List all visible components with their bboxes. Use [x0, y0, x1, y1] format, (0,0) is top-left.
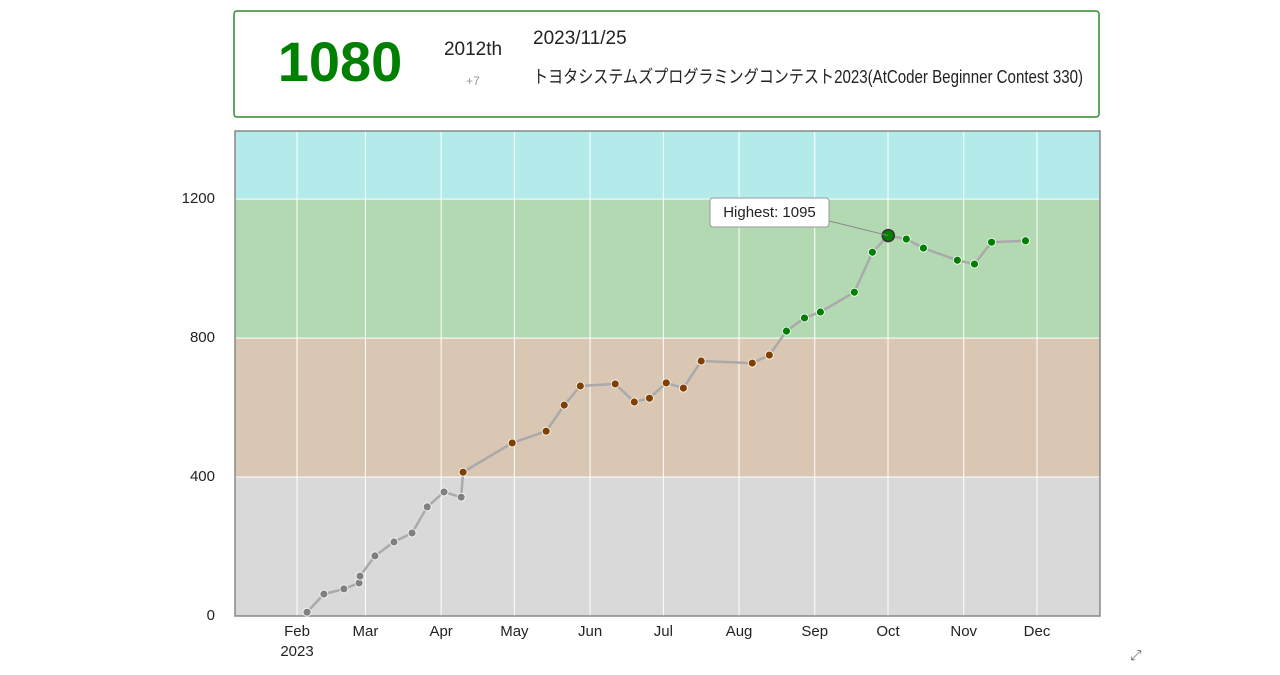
- annotation-text: Highest: 1095: [723, 204, 816, 221]
- annotation-box: [709, 197, 830, 228]
- rating-band: [235, 477, 1100, 616]
- rating-point: [952, 255, 962, 265]
- rating-point: [575, 381, 585, 391]
- rating-point: [764, 350, 774, 360]
- x-tick-label: Apr: [429, 623, 452, 640]
- rating-point: [919, 243, 928, 253]
- x-tick-label: Sep: [801, 623, 828, 640]
- x-tick-label: May: [500, 623, 529, 640]
- rating-point: [422, 502, 432, 512]
- expand-icon[interactable]: ⤢: [1130, 647, 1141, 663]
- rank: 2012th: [444, 39, 502, 60]
- rating-point: [559, 400, 569, 410]
- y-tick-label: 800: [190, 329, 215, 346]
- rating-point: [782, 326, 791, 336]
- rating-band: [235, 338, 1100, 478]
- rating-point: [389, 537, 399, 547]
- x-tick-label: Jul: [654, 623, 673, 640]
- x-tick-label: Jun: [578, 623, 602, 640]
- rating-point: [507, 438, 517, 448]
- rating-point: [302, 607, 312, 617]
- y-tick-label: 0: [207, 607, 215, 624]
- rank-change: +7: [466, 74, 480, 88]
- x-tick-label: Oct: [876, 623, 900, 640]
- rating-point: [696, 356, 706, 366]
- rating-point: [678, 383, 688, 393]
- rating-point: [355, 571, 365, 581]
- rating-point: [800, 313, 809, 323]
- x-tick-label: Dec: [1024, 623, 1051, 640]
- header-box: [233, 10, 1100, 118]
- y-tick-label: 1200: [182, 190, 215, 207]
- x-tick-label: Feb: [284, 623, 310, 640]
- rating-band: [235, 199, 1100, 339]
- x-tick-label: Aug: [726, 623, 753, 640]
- x-tick-label: Mar: [352, 623, 378, 640]
- rating-point: [661, 378, 671, 388]
- x-tick-label: Nov: [950, 623, 977, 640]
- rating-point: [541, 426, 551, 436]
- rating-point: [645, 393, 654, 403]
- rating-point: [815, 307, 825, 317]
- rating-point: [987, 237, 996, 247]
- annotation-leader: [828, 220, 889, 237]
- rating-point: [370, 551, 380, 561]
- rating-point: [439, 487, 449, 497]
- x-year-label: 2023: [280, 643, 313, 660]
- contest-date: 2023/11/25: [533, 28, 627, 49]
- rating-band: [235, 131, 1100, 200]
- rating-point: [407, 528, 417, 538]
- rating-point: [456, 492, 466, 502]
- rating-point: [901, 234, 911, 244]
- plot-frame: [234, 130, 1101, 617]
- rating: 1080: [278, 30, 403, 93]
- y-tick-label: 400: [190, 468, 215, 485]
- contest-name: トヨタシステムズプログラミングコンテスト2023(AtCoder Beginne…: [533, 67, 1083, 87]
- rating-point: [458, 467, 468, 477]
- rating-point: [319, 589, 329, 599]
- rating-point: [867, 247, 877, 257]
- rating-point: [629, 397, 639, 407]
- rating-point: [610, 379, 620, 389]
- rating-point: [1021, 236, 1030, 246]
- rating-point: [849, 287, 859, 297]
- rating-point: [747, 358, 757, 368]
- rating-point: [970, 259, 979, 269]
- rating-point: [339, 584, 349, 594]
